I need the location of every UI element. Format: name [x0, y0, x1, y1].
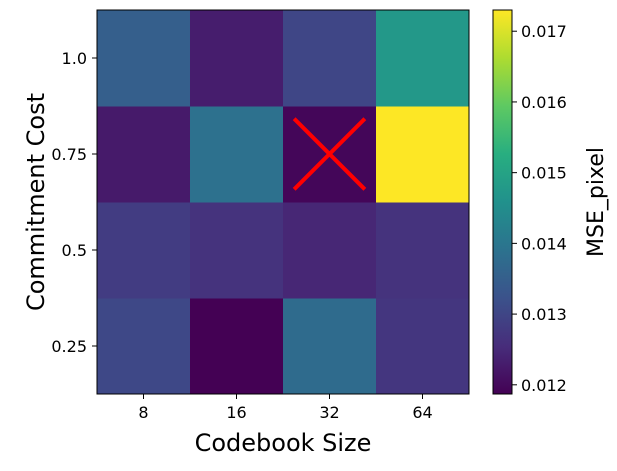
x-axis-label: Codebook Size [195, 429, 372, 457]
x-tick-label: 32 [319, 403, 339, 422]
y-tick-label: 0.25 [51, 337, 87, 356]
plot-frame [96, 9, 470, 395]
colorbar-tick-label: 0.015 [521, 164, 567, 183]
heatmap-cell [376, 202, 470, 299]
x-axis-ticks: 8 16 32 64 [138, 394, 433, 422]
heatmap-cell [283, 202, 377, 299]
marker-stroke [292, 117, 367, 191]
heatmap-cell [376, 10, 470, 107]
y-tick-label: 0.5 [62, 241, 87, 260]
heatmap-cell [97, 106, 191, 203]
y-axis-ticks: 0.25 0.5 0.75 1.0 [51, 49, 97, 356]
x-tick-label: 16 [226, 403, 246, 422]
heatmap-cell [283, 298, 377, 395]
colorbar-tick-label: 0.013 [521, 305, 567, 324]
heatmap-cell [97, 298, 191, 395]
heatmap-cell [190, 10, 284, 107]
heatmap-cell [376, 298, 470, 395]
heatmap-cell [283, 10, 377, 107]
colorbar-tick-label: 0.014 [521, 234, 567, 253]
heatmap-cells [97, 10, 470, 395]
heatmap-cell [97, 202, 191, 299]
y-axis-label: Commitment Cost [22, 93, 50, 311]
colorbar-tick-label: 0.016 [521, 93, 567, 112]
heatmap-cell [190, 106, 284, 203]
heatmap-cell [190, 298, 284, 395]
x-tick-label: 64 [412, 403, 432, 422]
colorbar [492, 9, 513, 395]
colorbar-tick-label: 0.017 [521, 22, 567, 41]
y-tick-label: 0.75 [51, 145, 87, 164]
y-tick-label: 1.0 [62, 49, 87, 68]
x-tick-label: 8 [138, 403, 148, 422]
heatmap-cell [190, 202, 284, 299]
cross-marker [292, 117, 367, 191]
heatmap-cell [376, 106, 470, 203]
heatmap-cell [97, 10, 191, 107]
colorbar-label: MSE_pixel [584, 147, 609, 257]
colorbar-ticks: 0.012 0.013 0.014 0.015 0.016 0.017 [512, 22, 567, 395]
colorbar-tick-label: 0.012 [521, 376, 567, 395]
